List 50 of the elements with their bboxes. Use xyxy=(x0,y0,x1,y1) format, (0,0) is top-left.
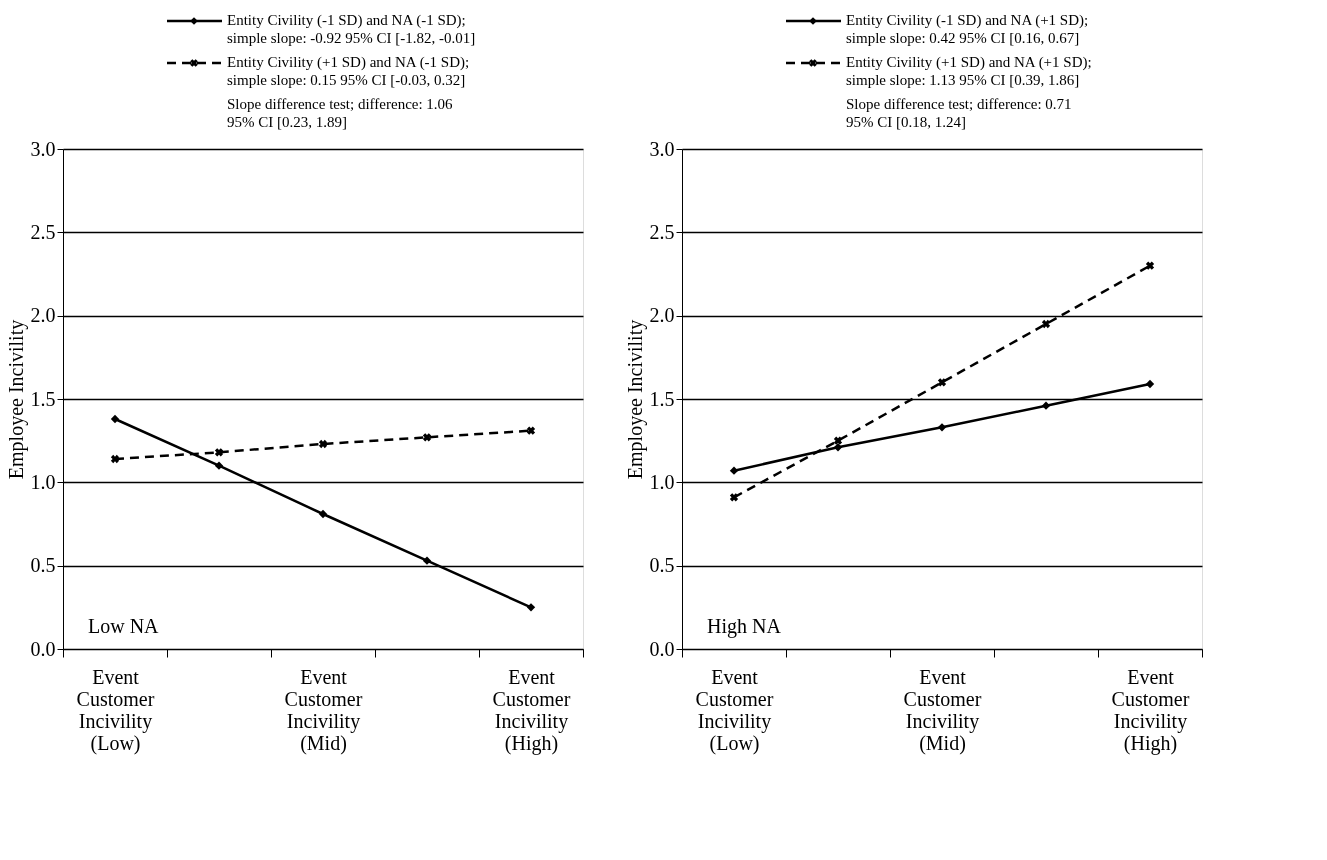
point xyxy=(1041,401,1051,410)
point xyxy=(422,556,432,565)
point xyxy=(526,603,536,612)
y-tick-label: 1.5 xyxy=(649,387,675,410)
point xyxy=(729,466,739,475)
x-tick-label: Event Customer Incivility (Mid) xyxy=(903,665,982,755)
point xyxy=(729,493,739,502)
y-tick-label: 2.0 xyxy=(649,304,675,327)
annotation: Low NA xyxy=(88,615,160,637)
point xyxy=(422,433,432,442)
point xyxy=(937,423,947,432)
text: Slope difference test; difference: 0.71 95% CI [0.18, 1.24] xyxy=(846,96,1072,130)
y-tick-label: 3.0 xyxy=(649,137,675,160)
point xyxy=(1041,319,1051,329)
y-tick-label: 0.5 xyxy=(649,554,675,577)
legend-label: Entity Civility (-1 SD) and NA (+1 SD); simple slope: 0.42 95% CI [0.16, 0.67] xyxy=(846,12,1089,46)
legend-label: Entity Civility (+1 SD) and NA (+1 SD); simple slope: 1.13 95% CI [0.39, 1.86] xyxy=(846,54,1092,88)
point xyxy=(937,378,947,387)
x-tick-label: Event Customer Incivility (Mid) xyxy=(284,665,363,755)
y-tick-label: 1.0 xyxy=(649,470,675,493)
point xyxy=(526,426,536,435)
point xyxy=(214,448,224,457)
point xyxy=(110,414,120,424)
x-tick-label: Event Customer Incivility (Low) xyxy=(76,665,155,755)
point xyxy=(318,439,328,449)
y-tick-label: 2.0 xyxy=(30,304,56,327)
annotation: High NA xyxy=(707,615,782,638)
text: Slope difference test; difference: 1.06 95% CI [0.23, 1.89] xyxy=(227,96,454,130)
point xyxy=(1145,379,1155,389)
y-tick-label: 1.0 xyxy=(30,470,56,493)
point xyxy=(833,436,843,445)
y-tick-label: 1.5 xyxy=(30,387,56,410)
point xyxy=(318,509,328,519)
x-tick-label: Event Customer Incivility (Low) xyxy=(695,665,774,755)
x-tick-label: Event Customer Incivility (High) xyxy=(1111,665,1190,755)
y-axis-title: Employee Incivility xyxy=(4,319,28,480)
point xyxy=(833,443,843,452)
y-tick-label: 0.0 xyxy=(649,637,675,660)
legend-label: Entity Civility (+1 SD) and NA (-1 SD); simple slope: 0.15 95% CI [-0.03, 0.32] xyxy=(227,54,470,88)
y-tick-label: 3.0 xyxy=(30,137,56,160)
y-tick-label: 2.5 xyxy=(30,220,56,243)
point xyxy=(214,461,224,470)
legend-label: Entity Civility (-1 SD) and NA (-1 SD); simple slope: -0.92 95% CI [-1.82, -0.01] xyxy=(227,12,476,46)
y-tick-label: 0.5 xyxy=(30,554,56,577)
y-tick-label: 2.5 xyxy=(649,220,675,243)
y-axis-title: Employee Incivility xyxy=(623,319,647,480)
point xyxy=(1145,261,1155,270)
x-tick-label: Event Customer Incivility (High) xyxy=(492,665,571,755)
y-tick-label: 0.0 xyxy=(30,637,56,660)
point xyxy=(110,454,120,464)
